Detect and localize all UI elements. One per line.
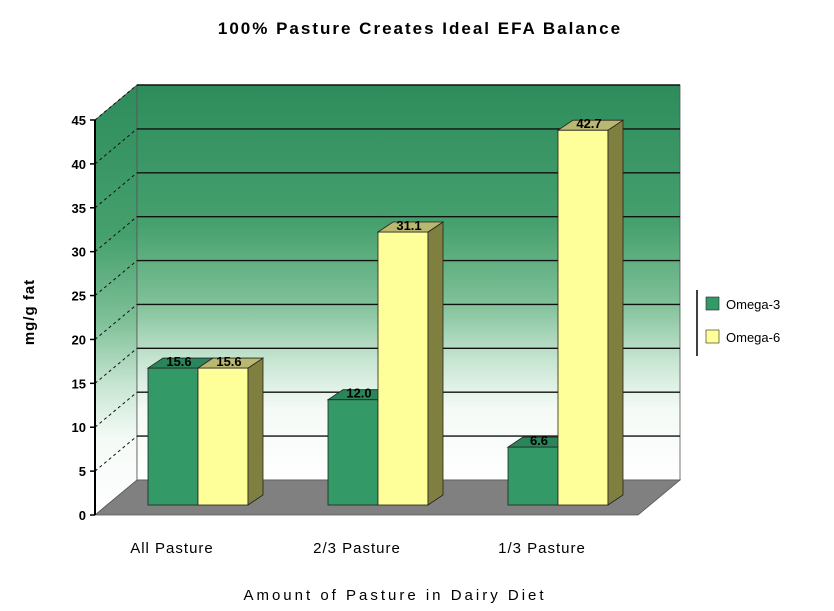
bar-top [376,221,445,233]
legend: Omega-3 Omega-6 [696,290,780,356]
bars [146,119,625,506]
bar-top [556,119,625,131]
legend-swatch-omega-6 [705,329,720,344]
legend-label-omega-3: Omega-3 [726,297,780,312]
left-wall [94,84,138,516]
y-axis-title: mg/g fat [21,279,38,345]
bar-front [147,367,199,506]
category-label: 2/3 Pasture [313,540,401,557]
category-label: All Pasture [130,540,214,557]
data-label-omega-6: 31.1 [396,218,421,233]
legend-swatch-omega-3 [705,296,720,311]
y-tick-label: 10 [72,420,86,435]
y-tick-label: 15 [72,376,86,391]
bar-omega-6 [556,119,625,506]
y-tick-label: 30 [72,245,86,260]
y-tick-label: 25 [72,289,86,304]
y-tick-label: 20 [72,332,86,347]
bar-side [247,357,264,506]
data-label-omega-3: 15.6 [166,354,191,369]
bar-side [427,221,444,506]
category-labels: All Pasture 2/3 Pasture 1/3 Pasture [130,540,586,557]
data-label-omega-6: 15.6 [216,354,241,369]
y-tick-label: 0 [79,508,86,523]
bar-top [196,357,265,369]
y-tick-label: 40 [72,157,86,172]
data-labels: 15.6 15.6 12.0 31.1 6.6 42.7 [166,116,601,448]
bar-front [557,129,609,506]
y-tick-label: 45 [72,113,86,128]
data-label-omega-3: 6.6 [530,433,548,448]
y-tick-label: 35 [72,201,86,216]
x-axis-title: Amount of Pasture in Dairy Diet [243,587,546,604]
legend-label-omega-6: Omega-6 [726,330,780,345]
bar-omega-6 [376,221,445,506]
y-axis: 0 5 10 15 20 25 30 35 40 45 [72,113,96,523]
data-label-omega-6: 42.7 [576,116,601,131]
bar-front [197,367,249,506]
category-label: 1/3 Pasture [498,540,586,557]
y-tick-label: 5 [79,464,86,479]
bar-side [607,119,624,506]
bar-omega-6 [196,357,265,506]
bar-front [327,399,379,506]
chart-title: 100% Pasture Creates Ideal EFA Balance [218,19,622,38]
bar-front [377,231,429,506]
bar-front [507,446,559,506]
data-label-omega-3: 12.0 [346,386,371,401]
